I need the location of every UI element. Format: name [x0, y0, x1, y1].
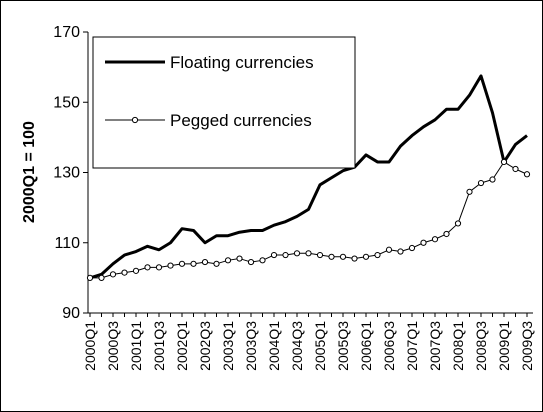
point	[443, 230, 450, 238]
point	[224, 257, 232, 264]
x-tick-label: 2000Q1	[82, 321, 98, 371]
x-tick-label: 2006Q3	[381, 321, 397, 371]
x-tick-label: 2001Q1	[128, 321, 144, 371]
point	[339, 253, 347, 260]
legend-label: Floating currencies	[170, 53, 314, 72]
y-tick-label: 130	[53, 165, 80, 182]
point	[190, 260, 197, 267]
x-tick-label: 2005Q1	[312, 321, 328, 371]
x-tick-label: 2009Q1	[496, 321, 512, 371]
legend-marker	[131, 116, 139, 124]
x-tick-label: 2008Q3	[473, 321, 489, 371]
legend-label: Pegged currencies	[170, 111, 312, 130]
point	[420, 239, 427, 246]
y-tick-label: 150	[53, 94, 80, 111]
point	[512, 165, 519, 173]
point	[374, 251, 381, 259]
point	[454, 220, 462, 227]
x-tick-label: 2004Q3	[289, 321, 305, 371]
x-tick-label: 2000Q3	[105, 321, 121, 371]
point	[362, 253, 370, 260]
point	[431, 236, 439, 243]
point	[236, 255, 243, 262]
point	[155, 264, 163, 271]
x-tick-label: 2004Q1	[266, 321, 282, 371]
point	[178, 260, 186, 267]
x-tick-label: 2009Q3	[519, 321, 535, 371]
x-tick-label: 2002Q3	[197, 321, 213, 371]
y-axis-label: 2000Q1 = 100	[21, 121, 38, 223]
point	[489, 176, 496, 183]
x-tick-label: 2001Q3	[151, 321, 167, 371]
x-tick-label: 2007Q1	[404, 321, 420, 371]
y-tick-label: 170	[53, 24, 80, 41]
series-line	[89, 74, 528, 280]
point	[247, 258, 255, 266]
point	[121, 269, 128, 276]
x-tick-label: 2005Q3	[335, 321, 351, 371]
point	[293, 250, 301, 257]
point	[523, 171, 531, 178]
x-tick-label: 2003Q3	[243, 321, 259, 371]
point	[167, 262, 174, 269]
point	[466, 188, 473, 195]
point	[282, 251, 289, 259]
point	[144, 264, 151, 271]
point	[500, 158, 508, 166]
point	[259, 257, 266, 264]
x-tick-label: 2006Q1	[358, 321, 374, 371]
legend-box	[92, 36, 356, 169]
x-tick-label: 2002Q1	[174, 321, 190, 371]
point	[132, 267, 140, 274]
point	[477, 179, 485, 187]
point	[408, 244, 416, 252]
point	[316, 251, 324, 259]
point	[213, 260, 220, 267]
point	[201, 258, 209, 266]
point	[397, 248, 404, 255]
point	[270, 251, 278, 259]
point	[98, 274, 105, 281]
point	[328, 253, 335, 260]
y-tick-label: 90	[62, 305, 80, 322]
y-tick-label: 110	[54, 235, 80, 252]
x-tick-label: 2008Q1	[450, 321, 466, 371]
point	[351, 255, 358, 262]
point	[385, 246, 393, 253]
point	[305, 250, 312, 257]
point	[109, 271, 117, 278]
x-tick-label: 2003Q1	[220, 321, 236, 371]
x-tick-label: 2007Q3	[427, 321, 443, 371]
point	[86, 274, 94, 281]
